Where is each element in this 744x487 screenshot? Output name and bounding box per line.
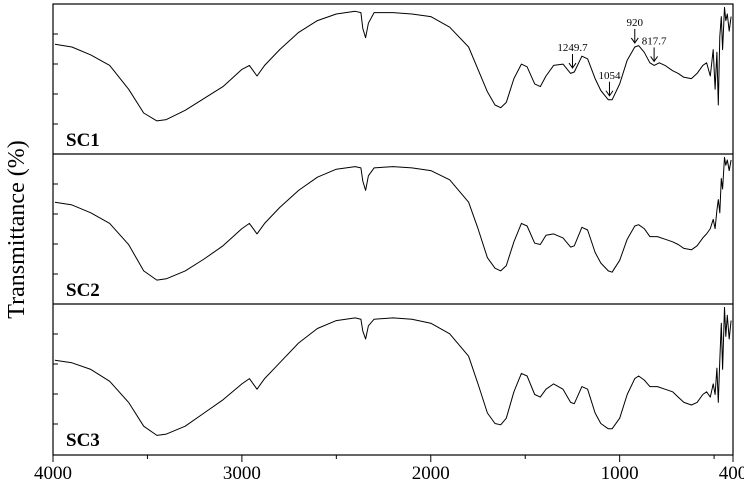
annotation-label-1054: 1054 [598,70,621,82]
annotation-label-817-7: 817.7 [642,35,667,47]
series-label-sc2: SC2 [66,280,100,301]
series-line-sc3 [54,306,732,436]
x-tick-label-2000: 2000 [412,463,450,484]
spectra [54,6,732,436]
annotation-arrowhead-920 [630,37,639,44]
series-line-sc2 [54,156,732,281]
series-label-sc3: SC3 [66,430,100,451]
plot-border [52,3,734,456]
annotation-label-1249-7: 1249.7 [557,42,588,54]
x-tick-label-4000: 4000 [34,463,72,484]
annotation-arrowhead-817-7 [650,56,659,63]
chart-labels: 4000 3000 2000 1000 400 SC1 SC2 SC3 Transmittanc… [4,130,744,484]
peak-annotations: 1249.7 1054 920 817.7 [557,17,667,97]
axis-ticks [52,33,734,462]
x-tick-label-3000: 3000 [223,463,261,484]
series-label-sc1: SC1 [66,130,100,151]
annotation-arrowhead-1054 [605,90,614,97]
annotation-label-920: 920 [627,17,644,29]
x-tick-label-400: 400 [719,463,744,484]
y-axis-label: Transmittance (%) [4,140,30,318]
annotation-arrowhead-1249-7 [568,62,577,69]
series-line-sc1 [54,6,732,122]
x-tick-label-1000: 1000 [601,463,639,484]
plot-frame [52,3,734,456]
